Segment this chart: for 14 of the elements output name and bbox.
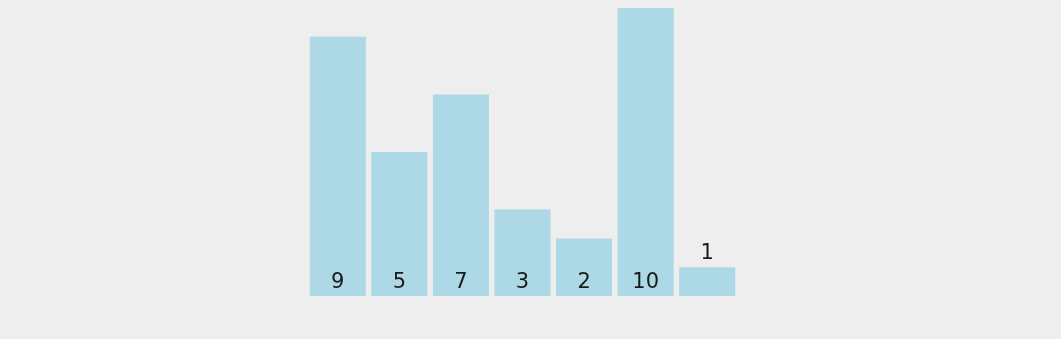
bar [494, 209, 551, 296]
data-label: 10 [632, 269, 660, 293]
data-label: 3 [515, 269, 530, 293]
data-label: 7 [454, 269, 468, 293]
bar [617, 8, 674, 296]
bar [371, 152, 428, 296]
bar [432, 94, 489, 296]
bar [679, 267, 736, 296]
bar [309, 36, 366, 296]
bar [556, 238, 613, 296]
data-label: 2 [577, 269, 591, 293]
data-label: 1 [700, 240, 714, 265]
data-label: 5 [392, 269, 407, 293]
data-label: 9 [331, 269, 345, 293]
